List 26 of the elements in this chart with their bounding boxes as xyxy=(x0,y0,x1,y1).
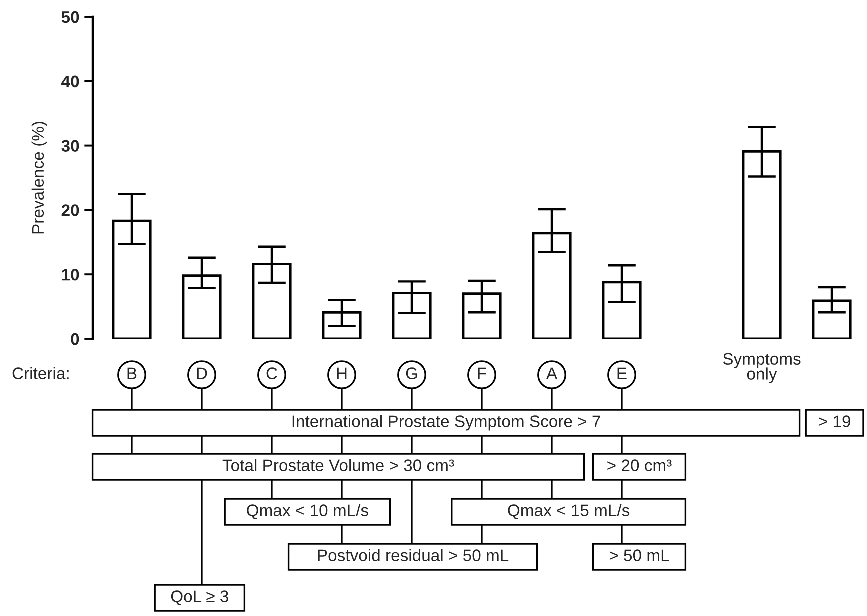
x-tick-label: H xyxy=(337,368,347,380)
x-tick-label: C xyxy=(266,368,278,380)
x-tick-label: G xyxy=(406,368,418,380)
x-tick-label: B xyxy=(128,368,137,380)
x-tick-label: A xyxy=(546,368,558,380)
y-tick-label: 30 xyxy=(62,140,80,152)
y-tick-label: 50 xyxy=(62,11,80,24)
x-tick-label: F xyxy=(478,368,486,380)
y-axis-title: Prevalence (%) xyxy=(32,122,48,234)
text: > 20 cm³ xyxy=(608,460,672,472)
y-tick-label: 10 xyxy=(62,269,80,281)
text: > 50 mL xyxy=(610,550,670,562)
x-tick-label: Symptoms only xyxy=(723,353,801,384)
text: International Prostate Symptom Score > 7 xyxy=(292,415,600,431)
x-tick-label: E xyxy=(618,368,627,380)
x-tick-label: D xyxy=(197,368,208,380)
text: QoL ≥ 3 xyxy=(171,590,228,606)
text: Criteria: xyxy=(12,367,69,380)
text: > 19 xyxy=(819,416,850,428)
text: Qmax < 10 mL/s xyxy=(247,504,368,520)
text: Qmax < 15 mL/s xyxy=(508,504,630,520)
y-tick-label: 20 xyxy=(62,204,80,216)
text: Postvoid residual > 50 mL xyxy=(318,549,509,562)
y-tick-label: 40 xyxy=(62,76,80,88)
y-tick-label: 0 xyxy=(71,333,80,346)
text: Total Prostate Volume > 30 cm³ xyxy=(222,459,454,472)
